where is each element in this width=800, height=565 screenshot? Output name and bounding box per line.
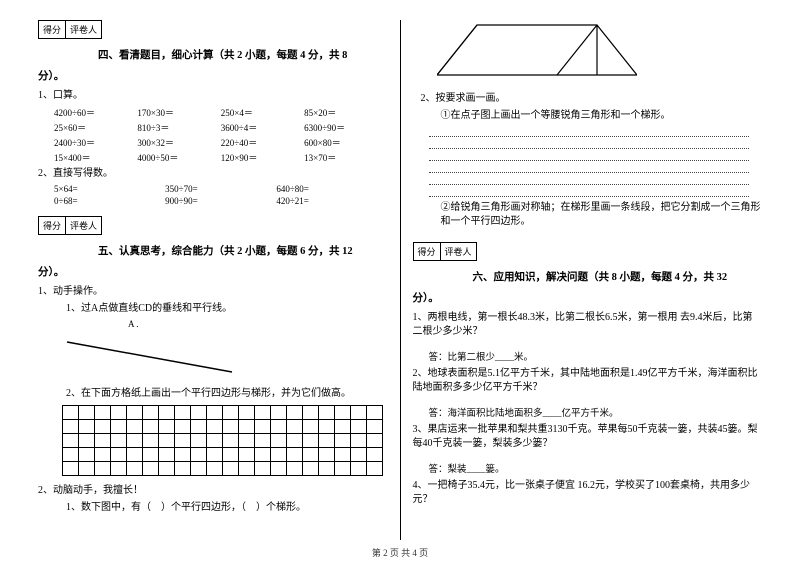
calc-cell: 220÷40＝ [221,136,304,149]
calc-rows: 4200÷60＝170×30＝250×4＝85×20＝25×60＝810÷3＝3… [38,106,388,164]
score-label: 得分 [414,243,441,260]
calc-cell: 2400÷30＝ [54,136,137,149]
score-box: 得分 评卷人 [38,20,102,39]
calc-cell: 13×70＝ [304,151,387,164]
calc-row: 2400÷30＝300×32＝220÷40＝600×80＝ [54,136,388,149]
section6-tail: 分）。 [413,290,763,305]
page-footer: 第 2 页 共 4 页 [0,546,800,559]
s5b-sub1: ①在点子图上画出一个等腰锐角三角形和一个梯形。 [441,109,763,123]
grid-paper [62,405,383,476]
calc-cell: 15×400＝ [54,151,137,164]
s5b-sub2: ②给锐角三角形画对称轴；在梯形里画一条线段，把它分割成一个三角形和一个平行四边形… [441,201,763,229]
grader-label: 评卷人 [66,217,101,234]
s6-q4: 4、一把椅子35.4元，比一张桌子便宜 16.2元，学校买了100套桌椅，共用多… [413,479,763,507]
s6-q3: 3、果店运来一批苹果和梨共重3130千克。苹果每50千克装一篓，共装45篓。梨每… [413,423,763,451]
calc-cell: 5×64= [54,184,165,194]
calc-cell: 900÷90= [165,196,276,206]
calc-cell: 250×4＝ [221,106,304,119]
section5-tail: 分）。 [38,264,388,279]
right-column: 2、按要求画一画。 ①在点子图上画出一个等腰锐角三角形和一个梯形。 ②给锐角三角… [405,20,771,540]
s6-a3: 答：梨装____篓。 [429,461,763,475]
s6-q2: 2、地球表面积是5.1亿平方千米，其中陆地面积是1.49亿平方千米，海洋面积比陆… [413,367,763,395]
calc-row: 25×60＝810÷3＝3600÷4＝6300÷90＝ [54,121,388,134]
calc-cell: 350÷70= [165,184,276,194]
calc-cell: 6300÷90＝ [304,121,387,134]
point-a-label: A . [128,319,388,329]
calc-cell: 85×20＝ [304,106,387,119]
s6-a1: 答：比第二根少____米。 [429,349,763,363]
grader-label: 评卷人 [66,21,101,38]
section4-title: 四、看清题目，细心计算（共 2 小题，每题 4 分，共 8 [98,47,388,62]
diagonal-line [62,337,242,377]
score-label: 得分 [39,21,66,38]
calc-cell: 4000÷50＝ [137,151,220,164]
section4-tail: 分）。 [38,68,388,83]
s6-q1: 1、两根电线，第一根长48.3米，比第二根长6.5米，第一根用 去9.4米后，比… [413,311,763,339]
s5-q2-sub1: 1、数下图中，有（ ）个平行四边形，（ ）个梯形。 [66,501,388,515]
dotted-area-1 [429,127,763,197]
section6-title: 六、应用知识，解决问题（共 8 小题，每题 4 分，共 32 [473,269,763,284]
s6-a2: 答：海洋面积比陆地面积多____亿平方千米。 [429,405,763,419]
calc-rows2: 5×64=350÷70=640÷80= 0÷68=900÷90=420÷21= [38,184,388,206]
score-label: 得分 [39,217,66,234]
s5-q2-label: 2、动脑动手，我擅长！ [38,484,388,498]
calc-cell: 120×90＝ [221,151,304,164]
page-container: 得分 评卷人 四、看清题目，细心计算（共 2 小题，每题 4 分，共 8 分）。… [0,0,800,540]
calc-row: 15×400＝4000÷50＝120×90＝13×70＝ [54,151,388,164]
score-box-5: 得分 评卷人 [38,216,102,235]
calc-cell: 170×30＝ [137,106,220,119]
calc-cell: 600×80＝ [304,136,387,149]
s5-q1-sub2: 2、在下面方格纸上画出一个平行四边形与梯形，并为它们做高。 [66,387,388,401]
section5-title: 五、认真思考，综合能力（共 2 小题，每题 6 分，共 12 [98,243,388,258]
s5-q1-label: 1、动手操作。 [38,285,388,299]
score-box-6: 得分 评卷人 [413,242,477,261]
calc-cell: 4200÷60＝ [54,106,137,119]
calc-cell: 0÷68= [54,196,165,206]
calc-cell: 300×32＝ [137,136,220,149]
grader-label: 评卷人 [441,243,476,260]
calc-row: 0÷68=900÷90=420÷21= [54,196,388,206]
calc-cell: 810÷3＝ [137,121,220,134]
calc-cell: 420÷21= [276,196,387,206]
calc-cell: 3600÷4＝ [221,121,304,134]
q2-label: 2、直接写得数。 [38,167,388,181]
q1-label: 1、口算。 [38,89,388,103]
left-column: 得分 评卷人 四、看清题目，细心计算（共 2 小题，每题 4 分，共 8 分）。… [30,20,396,540]
column-divider [400,20,401,540]
s5-q1-sub1: 1、过A点做直线CD的垂线和平行线。 [66,302,388,316]
calc-row: 4200÷60＝170×30＝250×4＝85×20＝ [54,106,388,119]
parallelogram-shape [437,20,637,80]
s5b-q2-label: 2、按要求画一画。 [421,92,763,106]
calc-cell: 25×60＝ [54,121,137,134]
calc-row: 5×64=350÷70=640÷80= [54,184,388,194]
calc-cell: 640÷80= [276,184,387,194]
